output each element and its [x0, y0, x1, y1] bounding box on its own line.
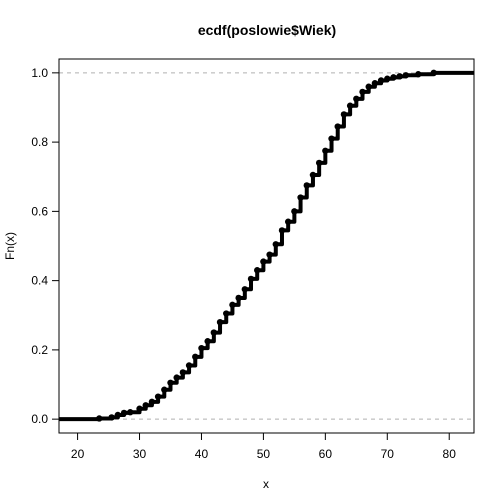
ecdf-point [114, 411, 122, 419]
ecdf-step-path [59, 70, 474, 422]
ecdf-point [198, 344, 205, 352]
ecdf-point [247, 275, 255, 283]
reference-lines [59, 72, 474, 420]
ecdf-point [291, 208, 298, 215]
ecdf-point [154, 393, 162, 400]
ecdf-point [192, 353, 199, 361]
y-axis-label: Fn(x) [3, 232, 17, 260]
ecdf-point [371, 80, 379, 87]
ecdf-point [278, 227, 286, 234]
y-tick-label: 0.4 [31, 274, 48, 288]
ecdf-point [161, 386, 168, 393]
ecdf-point [396, 73, 403, 80]
y-tick-label: 1.0 [31, 66, 48, 80]
ecdf-point [334, 123, 341, 130]
ecdf-point [235, 294, 242, 302]
ecdf-point [353, 95, 360, 103]
x-tick-label: 20 [71, 447, 85, 461]
ecdf-point [254, 267, 261, 274]
y-tick-label: 0.2 [31, 343, 48, 357]
y-tick-label: 0.0 [31, 412, 48, 426]
ecdf-point [108, 414, 115, 421]
chart-title: ecdf(poslowie$Wiek) [198, 22, 336, 38]
x-tick-label: 60 [319, 447, 333, 461]
x-tick-label: 50 [257, 447, 271, 461]
ecdf-point [297, 194, 304, 201]
ecdf-point [142, 402, 149, 409]
y-axis: 0.0 0.2 0.4 0.6 0.8 1.0 [31, 66, 59, 426]
x-tick-label: 40 [195, 447, 209, 461]
ecdf-point [266, 251, 273, 258]
ecdf-point [185, 362, 193, 369]
ecdf-point [241, 286, 249, 293]
ecdf-point [210, 329, 218, 336]
ecdf-point [229, 301, 236, 309]
x-tick-label: 80 [443, 447, 457, 461]
ecdf-point [346, 102, 354, 109]
ecdf-point [340, 111, 348, 118]
x-tick-label: 70 [381, 447, 395, 461]
ecdf-point [384, 75, 391, 82]
ecdf-point [216, 318, 224, 326]
ecdf-point [303, 182, 310, 189]
ecdf-point [309, 171, 317, 179]
ecdf-point [120, 409, 128, 417]
ecdf-point [315, 159, 323, 167]
ecdf-point [415, 71, 422, 78]
ecdf-point [127, 409, 134, 416]
plot-frame [58, 58, 475, 434]
x-tick-label: 30 [133, 447, 147, 461]
ecdf-point [136, 405, 143, 412]
ecdf-point [167, 379, 174, 386]
ecdf-point [148, 398, 156, 406]
ecdf-point [173, 374, 180, 381]
y-tick-label: 0.8 [31, 135, 48, 149]
x-axis: 20 30 40 50 60 70 80 [71, 433, 456, 461]
ecdf-point [377, 77, 385, 84]
ecdf-point [96, 415, 103, 422]
ecdf-point [430, 69, 437, 77]
ecdf-point [223, 310, 230, 317]
ecdf-points [96, 69, 437, 422]
ecdf-point [359, 88, 366, 96]
ecdf-step-line [59, 70, 474, 422]
ecdf-point [328, 135, 335, 142]
ecdf-point [179, 369, 187, 376]
ecdf-point [272, 241, 279, 248]
x-axis-label: x [263, 477, 269, 491]
y-tick-label: 0.6 [31, 204, 48, 218]
ecdf-point [284, 218, 292, 225]
ecdf-point [260, 258, 267, 265]
ecdf-point [402, 72, 410, 79]
ecdf-point [390, 74, 397, 81]
ecdf-point [322, 147, 329, 154]
ecdf-point [204, 338, 211, 345]
ecdf-point [365, 83, 372, 90]
